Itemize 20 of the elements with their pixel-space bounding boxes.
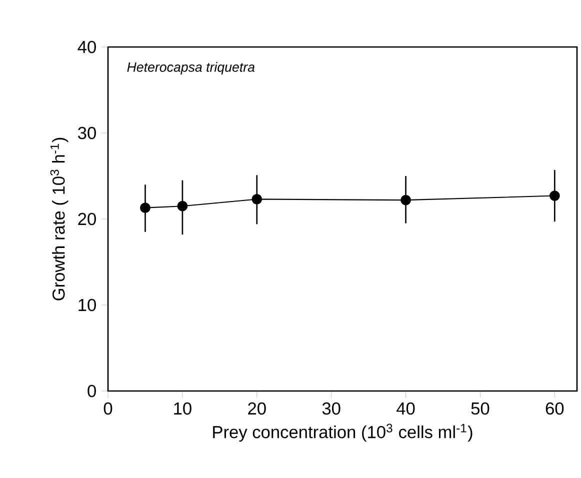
x-axis-title: Prey concentration (10$^{3}$ cells ml$^{-1}$) [213, 424, 472, 442]
y-tick-label: 10 [78, 298, 96, 312]
x-tick-label: 40 [396, 402, 415, 415]
point [549, 190, 560, 201]
y-axis-title: Growth rate ( 10$^{3}$ h$^{-1}$) [50, 138, 68, 300]
x-tick-label: 60 [546, 402, 564, 415]
x-tick-label: 20 [248, 402, 266, 415]
y-tick-label: 20 [78, 212, 96, 226]
x-tick-label: 10 [174, 402, 192, 415]
point [177, 200, 188, 212]
point [400, 194, 411, 206]
point [252, 194, 262, 204]
y-tick-label: 30 [78, 126, 96, 140]
x-tick-label: 30 [322, 402, 340, 415]
annotation: Heterocapsa triquetra [127, 62, 255, 74]
x-tick-label: 50 [471, 402, 490, 415]
x-tick-label: 0 [104, 402, 112, 415]
point [140, 202, 150, 214]
y-tick-label: 40 [78, 40, 96, 54]
y-tick-label: 0 [88, 384, 96, 398]
